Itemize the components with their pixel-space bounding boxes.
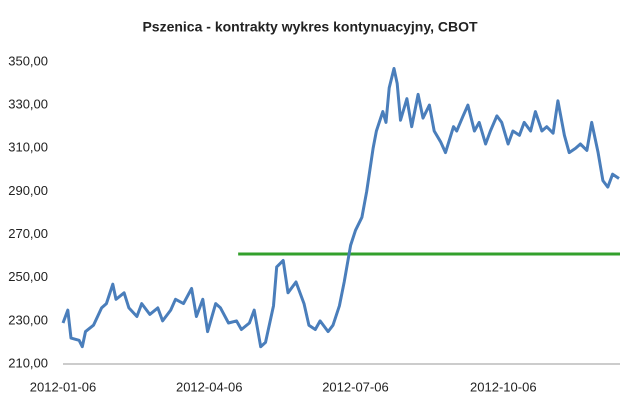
line-series: [61, 67, 620, 349]
x-tick-label: 2012-10-06: [470, 379, 537, 394]
y-tick-label: 350,00: [8, 53, 48, 68]
y-tick-label: 250,00: [8, 269, 48, 284]
chart-title: Pszenica - kontrakty wykres kontynuacyjn…: [142, 19, 478, 35]
y-tick-label: 290,00: [8, 183, 48, 198]
y-tick-label: 310,00: [8, 140, 48, 155]
y-tick-label: 230,00: [8, 312, 48, 327]
x-tick-label: 2012-04-06: [176, 379, 243, 394]
y-tick-label: 210,00: [8, 355, 48, 370]
x-tick-label: 2012-01-06: [30, 379, 97, 394]
y-tick-label: 270,00: [8, 226, 48, 241]
x-tick-label: 2012-07-06: [322, 379, 389, 394]
y-tick-label: 330,00: [8, 97, 48, 112]
